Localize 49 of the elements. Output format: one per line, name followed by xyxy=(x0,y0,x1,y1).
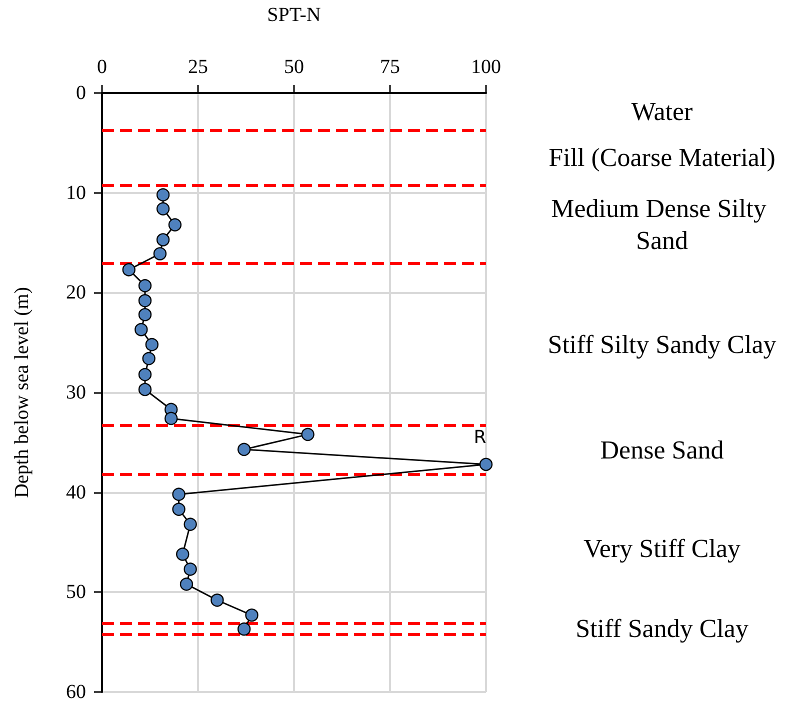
y-tick-label: 60 xyxy=(66,681,86,703)
point xyxy=(138,382,152,396)
point xyxy=(184,562,197,576)
point xyxy=(134,323,148,336)
y-tick-label: 20 xyxy=(66,282,86,304)
point xyxy=(245,608,258,622)
point xyxy=(153,247,167,260)
x-tick-label: 0 xyxy=(97,56,107,78)
y-tick-label: 40 xyxy=(66,481,86,504)
x-tick-label: 100 xyxy=(471,56,501,78)
text: Very Stiff Clay xyxy=(584,534,740,564)
x-tick-label: 25 xyxy=(188,56,208,78)
y-tick-label: 30 xyxy=(66,382,86,404)
point xyxy=(479,458,493,471)
point xyxy=(237,622,251,636)
point xyxy=(180,578,194,591)
point xyxy=(145,338,159,352)
point xyxy=(172,488,186,501)
x-axis-title: SPT-N xyxy=(267,4,321,26)
point xyxy=(138,308,152,322)
text: Water xyxy=(631,96,694,126)
point xyxy=(176,548,190,561)
annotation: R xyxy=(474,426,486,448)
y-tick-label: 50 xyxy=(66,581,86,604)
x-tick-label: 50 xyxy=(284,56,304,78)
point xyxy=(210,594,224,607)
text: Stiff Sandy Clay xyxy=(576,614,748,644)
point xyxy=(156,188,170,202)
point xyxy=(237,442,251,456)
point xyxy=(156,202,170,216)
point xyxy=(184,518,197,531)
point xyxy=(301,428,314,442)
point xyxy=(122,263,136,276)
point xyxy=(164,412,178,426)
point xyxy=(168,218,182,232)
point xyxy=(156,233,170,246)
point xyxy=(142,352,156,366)
text: Fill (Coarse Material) xyxy=(548,142,776,172)
point xyxy=(172,502,186,516)
text: Medium Dense Silty Sand xyxy=(551,194,773,255)
y-axis-title: Depth below sea level (m) xyxy=(11,286,33,498)
text: Stiff Silty Sandy Clay xyxy=(548,330,776,360)
point xyxy=(138,294,152,308)
x-tick-label: 75 xyxy=(380,56,400,78)
point xyxy=(138,279,152,292)
y-tick-label: 0 xyxy=(76,82,86,104)
point xyxy=(138,368,152,382)
y-tick-label: 10 xyxy=(66,182,86,204)
text: Dense Sand xyxy=(600,435,724,464)
